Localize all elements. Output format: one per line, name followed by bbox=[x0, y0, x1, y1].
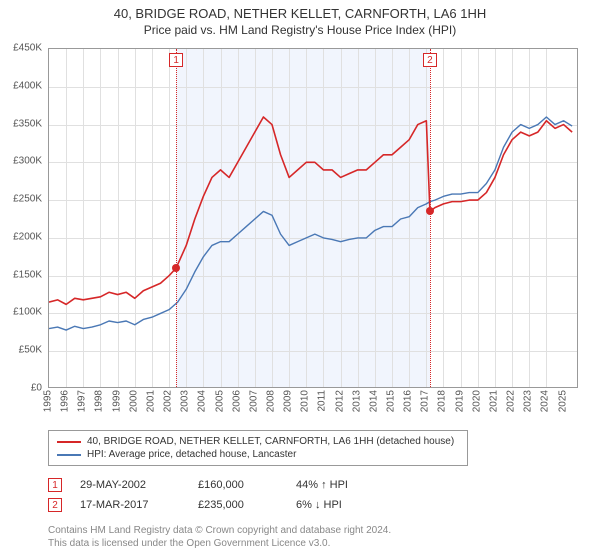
x-axis: 1995199619971998199920002001200220032004… bbox=[48, 388, 578, 428]
x-tick-label: 2002 bbox=[163, 390, 174, 412]
event-row: 1 29-MAY-2002 £160,000 44% ↑ HPI bbox=[48, 478, 578, 492]
event-row: 2 17-MAR-2017 £235,000 6% ↓ HPI bbox=[48, 498, 578, 512]
event-vline bbox=[176, 49, 177, 387]
x-tick-label: 2000 bbox=[128, 390, 139, 412]
x-tick-label: 2020 bbox=[471, 390, 482, 412]
events-table: 1 29-MAY-2002 £160,000 44% ↑ HPI 2 17-MAR-201… bbox=[48, 478, 578, 518]
plot-area: 12 bbox=[48, 48, 578, 388]
legend-swatch bbox=[57, 454, 81, 456]
legend: 40, BRIDGE ROAD, NETHER KELLET, CARNFORT… bbox=[48, 430, 468, 466]
x-tick-label: 1998 bbox=[94, 390, 105, 412]
chart-container: 40, BRIDGE ROAD, NETHER KELLET, CARNFORT… bbox=[0, 0, 600, 560]
x-tick-label: 2016 bbox=[403, 390, 414, 412]
x-tick-label: 2018 bbox=[437, 390, 448, 412]
x-tick-label: 2009 bbox=[283, 390, 294, 412]
x-tick-label: 2001 bbox=[145, 390, 156, 412]
x-tick-label: 2004 bbox=[197, 390, 208, 412]
event-dot bbox=[172, 264, 180, 272]
event-price: £160,000 bbox=[198, 479, 278, 491]
y-tick-label: £200K bbox=[13, 231, 42, 242]
y-tick-label: £150K bbox=[13, 269, 42, 280]
y-axis: £0£50K£100K£150K£200K£250K£300K£350K£400… bbox=[0, 48, 46, 388]
x-tick-label: 2010 bbox=[300, 390, 311, 412]
event-delta: 6% ↓ HPI bbox=[296, 499, 396, 511]
event-marker-box: 1 bbox=[169, 53, 183, 67]
x-tick-label: 2022 bbox=[506, 390, 517, 412]
x-tick-label: 2013 bbox=[351, 390, 362, 412]
event-date: 29-MAY-2002 bbox=[80, 479, 180, 491]
x-tick-label: 2014 bbox=[368, 390, 379, 412]
event-dot bbox=[426, 207, 434, 215]
y-tick-label: £350K bbox=[13, 118, 42, 129]
legend-label: 40, BRIDGE ROAD, NETHER KELLET, CARNFORT… bbox=[87, 436, 454, 447]
x-tick-label: 2017 bbox=[420, 390, 431, 412]
legend-label: HPI: Average price, detached house, Lanc… bbox=[87, 449, 296, 460]
footer-line: This data is licensed under the Open Gov… bbox=[48, 537, 578, 550]
event-number-box: 2 bbox=[48, 498, 62, 512]
x-tick-label: 2023 bbox=[523, 390, 534, 412]
chart-lines bbox=[49, 49, 579, 389]
x-tick-label: 2015 bbox=[386, 390, 397, 412]
x-tick-label: 2006 bbox=[231, 390, 242, 412]
x-tick-label: 1995 bbox=[43, 390, 54, 412]
x-tick-label: 2012 bbox=[334, 390, 345, 412]
x-tick-label: 2008 bbox=[265, 390, 276, 412]
x-tick-label: 2019 bbox=[454, 390, 465, 412]
x-tick-label: 2024 bbox=[540, 390, 551, 412]
event-delta: 44% ↑ HPI bbox=[296, 479, 396, 491]
x-tick-label: 2021 bbox=[488, 390, 499, 412]
title-address: 40, BRIDGE ROAD, NETHER KELLET, CARNFORT… bbox=[0, 6, 600, 21]
y-tick-label: £100K bbox=[13, 307, 42, 318]
event-price: £235,000 bbox=[198, 499, 278, 511]
y-tick-label: £400K bbox=[13, 80, 42, 91]
x-tick-label: 1997 bbox=[77, 390, 88, 412]
y-tick-label: £0 bbox=[31, 383, 42, 394]
event-marker-box: 2 bbox=[423, 53, 437, 67]
title-sub: Price paid vs. HM Land Registry's House … bbox=[0, 23, 600, 37]
x-tick-label: 1996 bbox=[60, 390, 71, 412]
y-tick-label: £450K bbox=[13, 43, 42, 54]
footer-line: Contains HM Land Registry data © Crown c… bbox=[48, 524, 578, 537]
titles: 40, BRIDGE ROAD, NETHER KELLET, CARNFORT… bbox=[0, 0, 600, 37]
legend-item-hpi: HPI: Average price, detached house, Lanc… bbox=[57, 448, 459, 461]
event-vline bbox=[430, 49, 431, 387]
x-tick-label: 2003 bbox=[180, 390, 191, 412]
event-number-box: 1 bbox=[48, 478, 62, 492]
x-tick-label: 2007 bbox=[248, 390, 259, 412]
x-tick-label: 1999 bbox=[111, 390, 122, 412]
x-tick-label: 2005 bbox=[214, 390, 225, 412]
x-tick-label: 2025 bbox=[557, 390, 568, 412]
y-tick-label: £250K bbox=[13, 194, 42, 205]
event-date: 17-MAR-2017 bbox=[80, 499, 180, 511]
legend-swatch bbox=[57, 441, 81, 443]
x-tick-label: 2011 bbox=[317, 390, 328, 412]
y-tick-label: £300K bbox=[13, 156, 42, 167]
legend-item-subject: 40, BRIDGE ROAD, NETHER KELLET, CARNFORT… bbox=[57, 435, 459, 448]
footer: Contains HM Land Registry data © Crown c… bbox=[48, 524, 578, 550]
y-tick-label: £50K bbox=[19, 345, 42, 356]
